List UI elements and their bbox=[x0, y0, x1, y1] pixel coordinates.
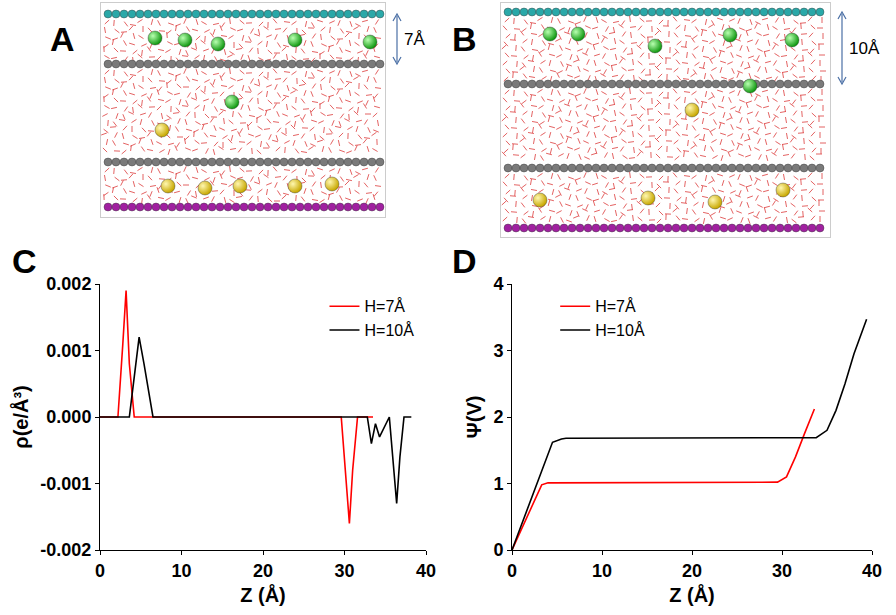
svg-text:2: 2 bbox=[493, 407, 503, 427]
svg-text:H=7Å: H=7Å bbox=[595, 297, 636, 315]
svg-text:7Å: 7Å bbox=[404, 30, 425, 49]
svg-text:20: 20 bbox=[253, 561, 273, 581]
svg-text:0.000: 0.000 bbox=[46, 407, 91, 427]
html-text:B: B bbox=[452, 20, 477, 58]
svg-text:Ψ(V): Ψ(V) bbox=[463, 396, 485, 439]
svg-text:40: 40 bbox=[416, 561, 436, 581]
svg-text:4: 4 bbox=[493, 274, 503, 294]
svg-text:10Å: 10Å bbox=[849, 39, 880, 58]
svg-text:40: 40 bbox=[862, 561, 882, 581]
svg-text:Z (Å): Z (Å) bbox=[240, 583, 286, 606]
svg-text:H=10Å: H=10Å bbox=[595, 321, 645, 339]
svg-text:30: 30 bbox=[772, 561, 792, 581]
svg-text:H=10Å: H=10Å bbox=[364, 321, 414, 339]
svg-text:0.002: 0.002 bbox=[46, 274, 91, 294]
svg-text:0: 0 bbox=[95, 561, 105, 581]
svg-text:0: 0 bbox=[507, 561, 517, 581]
html-text:D: D bbox=[452, 242, 477, 280]
svg-text:3: 3 bbox=[493, 341, 503, 361]
svg-text:H=7Å: H=7Å bbox=[364, 297, 405, 315]
svg-text:-0.002: -0.002 bbox=[40, 540, 91, 560]
svg-text:ρ(e/Å³): ρ(e/Å³) bbox=[9, 385, 32, 448]
html-text:A: A bbox=[50, 20, 75, 58]
svg-text:10: 10 bbox=[171, 561, 191, 581]
html-text:C: C bbox=[12, 242, 37, 280]
svg-text:Z (Å): Z (Å) bbox=[669, 583, 715, 606]
svg-text:30: 30 bbox=[334, 561, 354, 581]
svg-text:1: 1 bbox=[493, 474, 503, 494]
svg-text:-0.001: -0.001 bbox=[40, 474, 91, 494]
svg-text:20: 20 bbox=[682, 561, 702, 581]
svg-text:0: 0 bbox=[493, 540, 503, 560]
svg-text:0.001: 0.001 bbox=[46, 341, 91, 361]
svg-text:10: 10 bbox=[592, 561, 612, 581]
